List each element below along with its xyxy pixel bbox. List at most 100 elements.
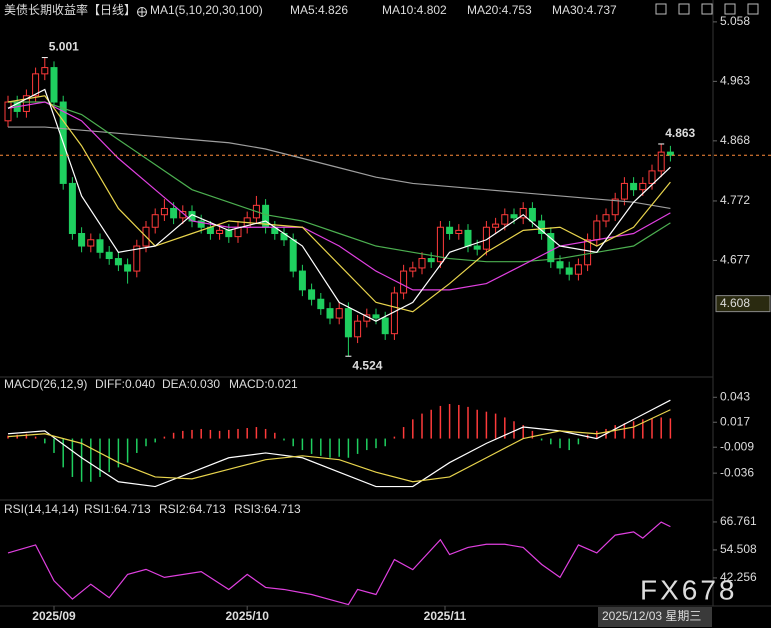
- y-tick-label: 66.761: [720, 514, 757, 528]
- legend-entry: DIFF:0.040: [95, 377, 155, 391]
- candle-body: [170, 207, 178, 219]
- candle-body: [620, 182, 628, 200]
- legend-entry: MA30:4.737: [552, 3, 617, 17]
- candle-body: [344, 308, 352, 338]
- y-tick-label: 4.868: [720, 133, 750, 147]
- x-tick-label: 2025/09: [32, 609, 76, 623]
- y-tick-label: -0.009: [720, 439, 754, 453]
- candle-body: [354, 320, 362, 338]
- candle-body: [124, 264, 132, 272]
- candle-body: [565, 267, 573, 275]
- candle-body: [473, 245, 481, 250]
- candle-body: [400, 270, 408, 294]
- y-tick-label: 4.963: [720, 74, 750, 88]
- extreme-label: 4.863: [665, 126, 695, 140]
- candle-body: [4, 101, 12, 122]
- cursor-date-box: [598, 607, 712, 627]
- candle-body: [593, 220, 601, 241]
- candle-body: [657, 151, 665, 172]
- candle-body: [114, 258, 122, 266]
- candle-body: [556, 261, 564, 269]
- candle-body: [492, 223, 500, 228]
- candle-body: [611, 198, 619, 216]
- candle-body: [409, 267, 417, 272]
- legend-entry: MA20:4.753: [467, 3, 532, 17]
- candle-body: [574, 264, 582, 275]
- cursor-price: 4.608: [720, 296, 750, 310]
- indicator-line: [7, 521, 671, 606]
- candle-body: [418, 258, 426, 269]
- legend-entry: RSI3:64.713: [234, 502, 301, 516]
- candle-body: [22, 95, 30, 112]
- indicator-line: [7, 409, 671, 483]
- indicator-name: RSI(14,14,14): [4, 502, 79, 516]
- cursor-date: 2025/12/03 星期三: [602, 609, 701, 623]
- watermark: FX678: [640, 574, 738, 605]
- candle-body: [160, 207, 168, 216]
- candle-body: [666, 151, 674, 156]
- candle-body: [446, 226, 454, 235]
- indicator-line: [8, 101, 671, 263]
- x-tick-label: 2025/11: [424, 609, 467, 623]
- chart-title: 美债长期收益率【日线】: [4, 2, 136, 17]
- candle-body: [427, 258, 435, 263]
- candle-body: [87, 239, 95, 247]
- candle-body: [584, 239, 592, 266]
- candle-body: [298, 270, 306, 291]
- candle-body: [197, 220, 205, 228]
- candle-body: [32, 73, 40, 97]
- y-tick-label: 42.256: [720, 570, 757, 584]
- candle-body: [381, 317, 389, 335]
- legend-entry: MA10:4.802: [382, 3, 447, 17]
- candle-body: [501, 214, 509, 225]
- y-tick-label: 0.017: [720, 414, 750, 428]
- candle-body: [216, 229, 224, 235]
- legend-entry: DEA:0.030: [162, 377, 220, 391]
- legend-entry: RSI2:64.713: [159, 502, 226, 516]
- candle-body: [630, 182, 638, 191]
- candle-body: [519, 207, 527, 219]
- candle-body: [436, 226, 444, 263]
- candle-body: [326, 308, 334, 319]
- candle-body: [133, 245, 141, 272]
- candle-body: [602, 214, 610, 222]
- legend-entry: MACD:0.021: [229, 377, 298, 391]
- candle-body: [372, 314, 380, 319]
- y-tick-label: 0.043: [720, 389, 750, 403]
- legend-entry: RSI1:64.713: [84, 502, 151, 516]
- candle-body: [68, 182, 76, 235]
- toolbar[interactable]: [655, 3, 759, 15]
- candle-body: [50, 67, 58, 103]
- indicator-line: [7, 88, 671, 322]
- candle-body: [547, 233, 555, 263]
- candle-body: [105, 251, 113, 260]
- candle-body: [96, 239, 104, 253]
- candle-body: [639, 182, 647, 191]
- y-tick-label: -0.036: [720, 465, 754, 479]
- candle-body: [151, 214, 159, 228]
- settings-icon[interactable]: [137, 7, 147, 17]
- candle-body: [317, 298, 325, 310]
- candle-body: [41, 67, 49, 75]
- indicator-line: [8, 126, 671, 210]
- cursor-price-box: [715, 295, 771, 313]
- y-tick-label: 54.508: [720, 542, 757, 556]
- indicator-name: MACD(26,12,9): [4, 377, 87, 391]
- candle-body: [648, 170, 656, 184]
- y-tick-label: 4.677: [720, 253, 750, 267]
- legend-entry: MA5:4.826: [290, 3, 348, 17]
- y-tick-label: 5.058: [720, 14, 750, 28]
- indicator-line: [7, 95, 671, 313]
- x-tick-label: 2025/10: [226, 609, 270, 623]
- extreme-label: 4.524: [352, 358, 382, 372]
- indicator-name: MA1(5,10,20,30,100): [150, 3, 263, 17]
- candle-body: [335, 308, 343, 319]
- candle-body: [78, 233, 86, 247]
- candle-body: [455, 229, 463, 235]
- candle-body: [179, 211, 187, 219]
- candle-body: [464, 229, 472, 247]
- y-tick-label: 4.772: [720, 193, 750, 207]
- candle-body: [528, 207, 536, 222]
- candle-body: [308, 289, 316, 300]
